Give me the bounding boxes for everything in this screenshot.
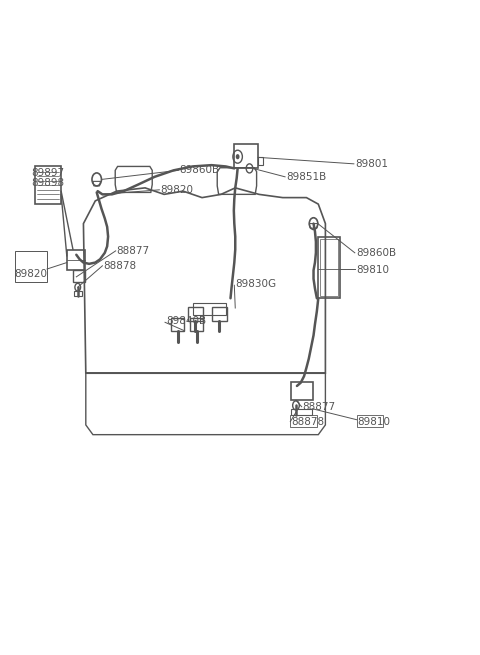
Bar (212, 307, 227, 321)
Bar (234, 143, 258, 168)
Bar (14, 251, 47, 282)
Text: 89897: 89897 (31, 168, 64, 178)
Bar (192, 303, 226, 314)
Text: 89851B: 89851B (286, 172, 326, 182)
Bar (35, 166, 61, 204)
Bar (291, 382, 312, 400)
Bar (73, 271, 85, 282)
Text: 89860B: 89860B (179, 165, 219, 176)
Text: 89898: 89898 (31, 178, 64, 189)
Text: 88878: 88878 (291, 417, 324, 426)
Text: 89820: 89820 (160, 185, 193, 195)
Text: 89801: 89801 (355, 159, 388, 169)
Text: 88878: 88878 (103, 261, 136, 271)
Bar (357, 415, 383, 427)
Text: 89810: 89810 (358, 417, 391, 426)
Text: 89820: 89820 (14, 269, 48, 279)
Text: 88877: 88877 (302, 402, 336, 412)
Bar (190, 318, 204, 331)
Bar (171, 318, 184, 331)
Circle shape (236, 154, 240, 159)
Text: 89860B: 89860B (356, 248, 396, 258)
Text: 89810: 89810 (356, 265, 389, 275)
Text: 88877: 88877 (117, 246, 150, 256)
Text: 89840B: 89840B (166, 316, 206, 326)
Text: 89830G: 89830G (235, 279, 276, 289)
Bar (320, 239, 338, 295)
Bar (188, 307, 203, 321)
Bar (290, 415, 317, 427)
Bar (67, 250, 85, 271)
Bar (318, 236, 340, 298)
